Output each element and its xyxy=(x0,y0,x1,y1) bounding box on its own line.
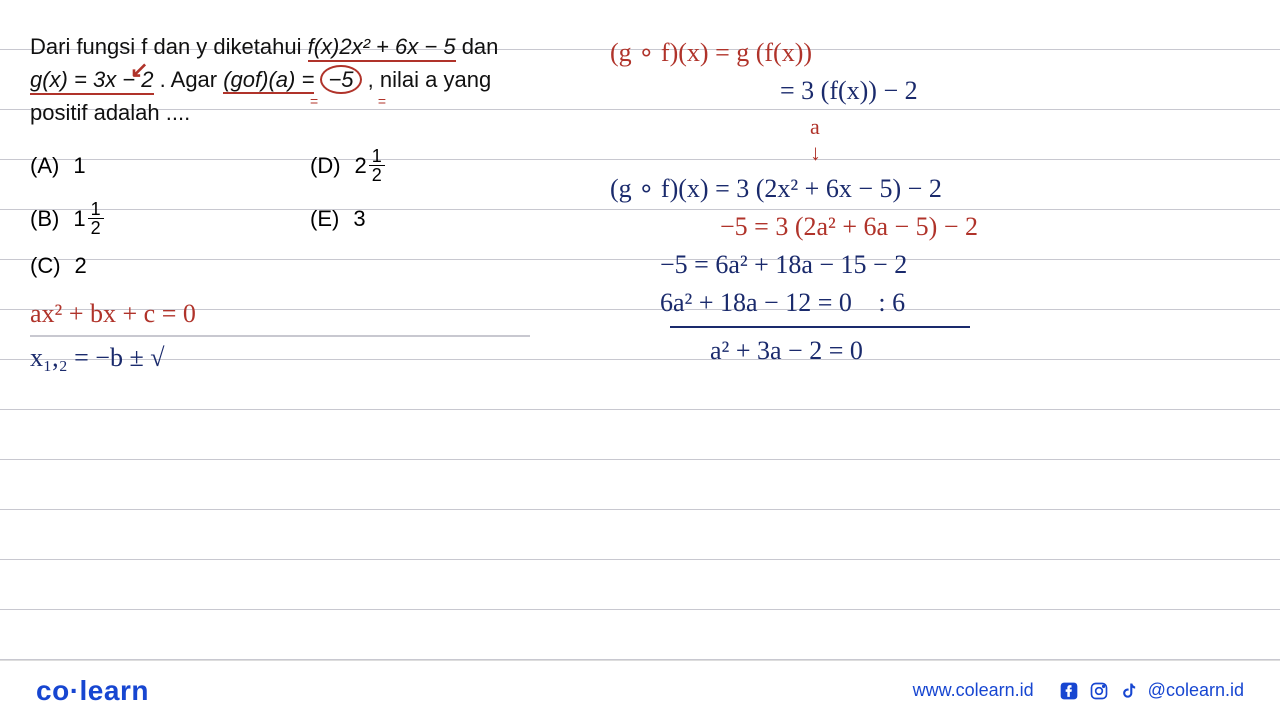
option-D-den: 2 xyxy=(369,166,385,184)
logo-dot: · xyxy=(70,675,80,706)
footer-right: www.colearn.id @colearn.id xyxy=(913,680,1244,702)
option-B: (B) 1 1 2 xyxy=(30,200,310,237)
work-anno: a ↓ xyxy=(610,114,1260,166)
footer-handle: @colearn.id xyxy=(1148,680,1244,701)
option-B-num: 1 xyxy=(88,200,104,219)
work-l3: (g ∘ f)(x) = 3 (2x² + 6x − 5) − 2 xyxy=(610,174,1260,204)
quadratic-roots: x₁,₂ = −b ± √ xyxy=(30,343,590,373)
arrow-annotation: ↙ xyxy=(130,53,148,86)
problem-line-2: ↙ g(x) = 3x − 2 . Agar (gof)(a) = −5 , n… xyxy=(30,63,590,96)
content-area: Dari fungsi f dan y diketahui f(x)2x² + … xyxy=(0,0,1280,660)
option-C-value: 2 xyxy=(75,253,87,279)
work-l6-eq: 6a² + 18a − 12 = 0 xyxy=(660,288,852,317)
work-l4: −5 = 3 (2a² + 6a − 5) − 2 xyxy=(610,212,1260,242)
option-E-value: 3 xyxy=(353,206,365,232)
work-l5: −5 = 6a² + 18a − 15 − 2 xyxy=(610,250,1260,280)
option-D-letter: (D) xyxy=(310,153,341,179)
left-column: Dari fungsi f dan y diketahui f(x)2x² + … xyxy=(30,30,590,660)
option-D-frac: 1 2 xyxy=(369,147,385,184)
option-A-value: 1 xyxy=(73,153,85,179)
problem-fx: f(x)2x² + 6x − 5 xyxy=(308,34,456,62)
option-B-whole: 1 xyxy=(73,206,85,232)
rule-under-eq1 xyxy=(30,335,530,337)
double-underline-marks: = = xyxy=(310,91,398,112)
work-l6-div: : 6 xyxy=(878,288,905,317)
option-E-letter: (E) xyxy=(310,206,339,232)
option-B-den: 2 xyxy=(88,219,104,237)
option-D-whole: 2 xyxy=(355,153,367,179)
value-circled: −5 xyxy=(320,65,361,94)
option-B-value: 1 1 2 xyxy=(73,200,103,237)
option-A-letter: (A) xyxy=(30,153,59,179)
problem-line-1: Dari fungsi f dan y diketahui f(x)2x² + … xyxy=(30,30,590,63)
options-grid: (A) 1 (D) 2 1 2 (B) 1 1 xyxy=(30,147,590,279)
work-l6: 6a² + 18a − 12 = 0 : 6 xyxy=(610,288,1260,318)
anno-a: a xyxy=(810,114,820,139)
footer-url: www.colearn.id xyxy=(913,680,1034,701)
right-column: (g ∘ f)(x) = g (f(x)) = 3 (f(x)) − 2 a ↓… xyxy=(590,30,1260,660)
option-D-num: 1 xyxy=(369,147,385,166)
option-A: (A) 1 xyxy=(30,147,310,184)
option-D: (D) 2 1 2 xyxy=(310,147,510,184)
logo: co·learn xyxy=(36,675,149,707)
work-l1: (g ∘ f)(x) = g (f(x)) xyxy=(610,38,1260,68)
quadratic-form: ax² + bx + c = 0 xyxy=(30,299,590,329)
problem-text-1a: Dari fungsi f dan y diketahui xyxy=(30,34,308,59)
option-B-letter: (B) xyxy=(30,206,59,232)
anno-arrow-icon: ↓ xyxy=(810,140,821,165)
logo-part-b: learn xyxy=(80,675,149,706)
facebook-icon xyxy=(1058,680,1080,702)
work-l2: = 3 (f(x)) − 2 xyxy=(610,76,1260,106)
problem-text-2mid: . Agar xyxy=(160,67,224,92)
option-B-frac: 1 2 xyxy=(88,200,104,237)
divide-rule xyxy=(670,326,970,328)
work-l7: a² + 3a − 2 = 0 xyxy=(610,336,1260,366)
instagram-icon xyxy=(1088,680,1110,702)
option-C: (C) 2 xyxy=(30,253,310,279)
footer: co·learn www.colearn.id @colearn.id xyxy=(0,660,1280,720)
option-D-value: 2 1 2 xyxy=(355,147,385,184)
problem-text: Dari fungsi f dan y diketahui f(x)2x² + … xyxy=(30,30,590,129)
tiktok-icon xyxy=(1118,680,1140,702)
logo-part-a: co xyxy=(36,675,70,706)
social-icons: @colearn.id xyxy=(1058,680,1244,702)
problem-text-2end: , nilai a yang xyxy=(368,67,492,92)
problem-text-1b: dan xyxy=(462,34,499,59)
left-handwork: ax² + bx + c = 0 x₁,₂ = −b ± √ xyxy=(30,299,590,373)
option-E: (E) 3 xyxy=(310,200,510,237)
gof-underlined: (gof)(a) = xyxy=(223,67,314,94)
option-C-letter: (C) xyxy=(30,253,61,279)
problem-gof: (gof)(a) = −5 xyxy=(223,65,367,94)
